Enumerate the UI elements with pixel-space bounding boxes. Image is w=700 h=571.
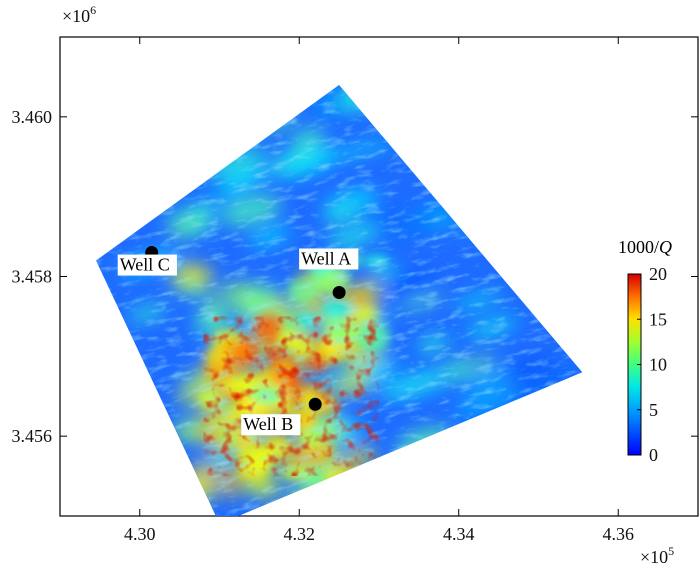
colorbar-tick-label: 15: [649, 309, 667, 329]
colorbar: 0 5 10 15 20 1000/Q: [618, 237, 672, 465]
attenuation-texture: [95, 84, 583, 516]
y-tick-label: 3.456: [12, 426, 53, 446]
colorbar-label-prefix: 1000/: [618, 237, 659, 257]
colorbar-label: 1000/Q: [618, 237, 672, 257]
y-multiplier-base: ×10: [62, 6, 90, 26]
colorbar-tick-label: 5: [649, 400, 658, 420]
well-marker: [308, 397, 322, 411]
colorbar-tick-label: 0: [649, 445, 658, 465]
x-tick-label: 4.30: [124, 524, 156, 544]
y-tick-label: 3.460: [12, 107, 53, 127]
x-tick-label: 4.36: [603, 524, 635, 544]
x-tick-label: 4.32: [284, 524, 316, 544]
x-tick-label: 4.34: [443, 524, 475, 544]
wells-layer: Well A Well B Well C: [117, 246, 359, 436]
x-axis-multiplier: ×105: [640, 544, 674, 567]
y-axis-ticks: 3.456 3.458 3.460: [12, 107, 698, 446]
well-label: Well A: [301, 248, 351, 268]
x-axis-ticks: 4.30 4.32 4.34 4.36: [124, 37, 634, 544]
y-tick-label: 3.458: [12, 267, 53, 287]
y-multiplier-exponent: 6: [90, 3, 96, 17]
x-multiplier-exponent: 5: [668, 544, 674, 558]
well-marker: [332, 285, 346, 299]
well-label: Well B: [243, 414, 293, 434]
y-axis-multiplier: ×106: [62, 3, 96, 26]
heatmap-layer: [95, 84, 583, 516]
well-label: Well C: [120, 255, 170, 275]
colorbar-ticks: 0 5 10 15 20: [637, 264, 667, 465]
colorbar-label-variable: Q: [659, 237, 672, 257]
well-label-box: [241, 414, 301, 436]
colorbar-tick-label: 20: [649, 264, 667, 284]
well-label-box: [117, 254, 177, 276]
well-label-box: [299, 248, 359, 270]
x-multiplier-base: ×10: [640, 547, 668, 567]
colorbar-tick-label: 10: [649, 355, 667, 375]
